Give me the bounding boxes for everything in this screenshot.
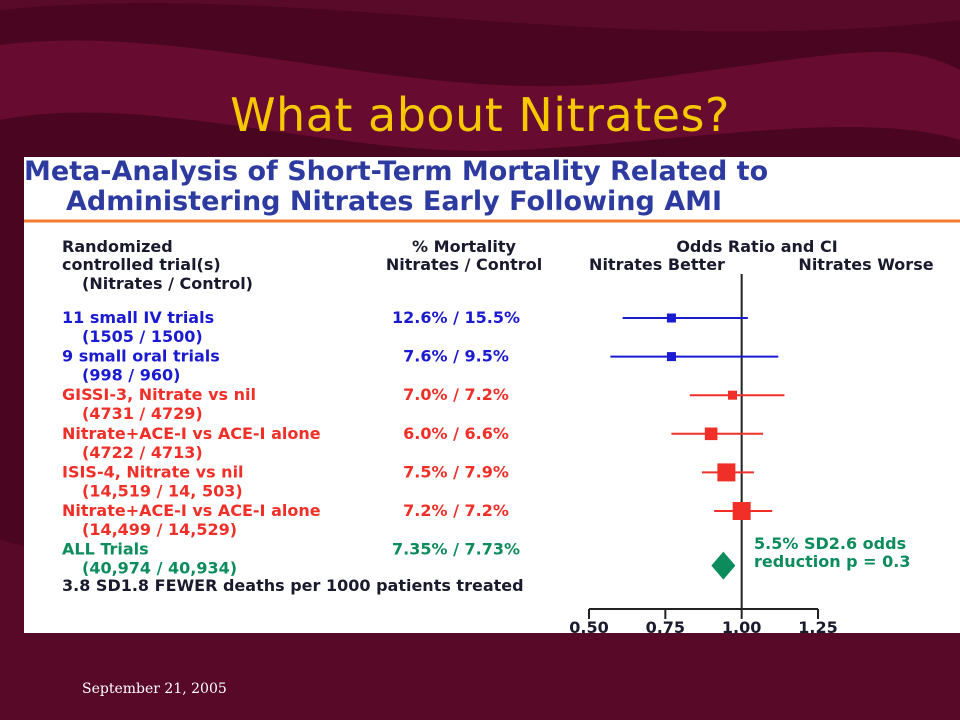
odds-ratio-point (666, 313, 676, 323)
summary-name: ALL Trials (62, 540, 149, 559)
trial-name: Nitrate+ACE-I vs ACE-I alone (62, 424, 321, 443)
odds-ratio-point (717, 463, 736, 482)
trial-mortality: 7.0% / 7.2% (403, 385, 509, 404)
worse-header: Nitrates Worse (798, 255, 933, 274)
trial-mortality: 7.5% / 7.9% (403, 462, 509, 481)
odds-header: Odds Ratio and CI (676, 237, 837, 256)
summary-annotation-line-2: reduction p = 0.3 (754, 552, 911, 571)
trial-name: GISSI-3, Nitrate vs nil (62, 385, 256, 404)
trial-header-line-3: (Nitrates / Control) (82, 274, 253, 293)
chart-title-line-2: Administering Nitrates Early Following A… (66, 186, 723, 217)
summary-mortality: 7.35% / 7.73% (392, 540, 520, 559)
summary-counts: (40,974 / 40,934) (82, 559, 237, 578)
slide-title: What about Nitrates? (230, 88, 730, 142)
trial-name: 9 small oral trials (62, 347, 220, 366)
odds-ratio-point (732, 502, 751, 520)
summary-annotation-line-1: 5.5% SD2.6 odds (754, 534, 906, 553)
trial-header-line-2: controlled trial(s) (62, 255, 221, 274)
trial-mortality: 7.6% / 9.5% (403, 347, 509, 366)
odds-ratio-point (666, 352, 676, 362)
footnote: 3.8 SD1.8 FEWER deaths per 1000 patients… (62, 576, 524, 595)
tick-label: 0.50 (569, 618, 608, 633)
trial-name: Nitrate+ACE-I vs ACE-I alone (62, 501, 321, 520)
trial-counts: (1505 / 1500) (82, 327, 203, 346)
trial-mortality: 7.2% / 7.2% (403, 501, 509, 520)
tick-label: 0.75 (646, 618, 685, 633)
chart-panel: Meta-Analysis of Short-Term Mortality Re… (24, 157, 960, 633)
chart-title-line-1: Meta-Analysis of Short-Term Mortality Re… (24, 157, 769, 187)
trial-counts: (4731 / 4729) (82, 404, 203, 423)
trial-header-line-1: Randomized (62, 237, 173, 256)
plot-marks (610, 274, 785, 609)
forest-plot: Randomized controlled trial(s) (Nitrates… (24, 219, 960, 633)
trial-name: ISIS-4, Nitrate vs nil (62, 462, 244, 481)
trial-mortality: 6.0% / 6.6% (403, 424, 509, 443)
trial-counts: (998 / 960) (82, 366, 180, 385)
trial-mortality: 12.6% / 15.5% (392, 308, 520, 327)
x-axis: 0.50 0.75 1.00 1.25 (569, 608, 838, 633)
mortality-header-line-2: Nitrates / Control (386, 255, 542, 274)
trial-rows: 11 small IV trials(1505 / 1500) 12.6% / 1… (62, 308, 520, 578)
summary-diamond (711, 551, 736, 580)
trial-counts: (14,519 / 14, 503) (82, 481, 243, 500)
trial-counts: (4722 / 4713) (82, 443, 203, 462)
better-header: Nitrates Better (589, 255, 725, 274)
odds-ratio-point (728, 390, 738, 400)
tick-label: 1.00 (722, 618, 761, 633)
tick-label: 1.25 (798, 618, 837, 633)
trial-name: 11 small IV trials (62, 308, 214, 327)
odds-ratio-point (704, 427, 718, 441)
chart-title: Meta-Analysis of Short-Term Mortality Re… (24, 157, 960, 217)
trial-counts: (14,499 / 14,529) (82, 520, 237, 539)
slide-date: September 21, 2005 (82, 681, 227, 697)
mortality-header-line-1: % Mortality (412, 237, 516, 256)
